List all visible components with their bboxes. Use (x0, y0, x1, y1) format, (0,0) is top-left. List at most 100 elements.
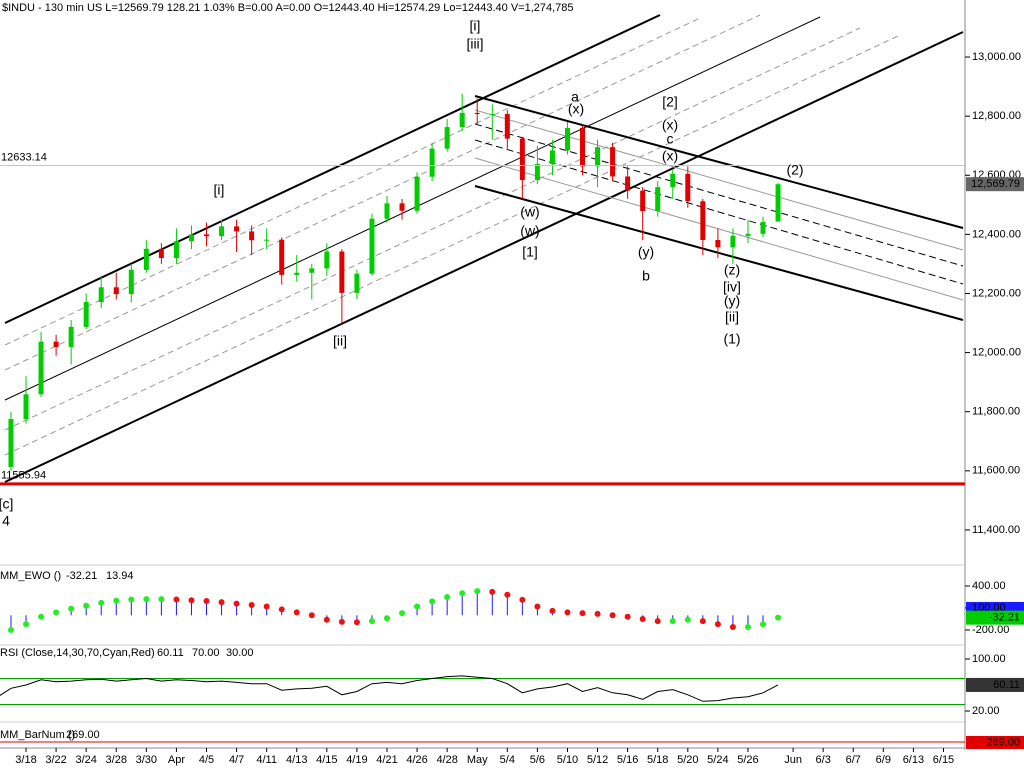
candle-body (655, 187, 661, 212)
y-tick-label: 12,400.00 (972, 228, 1021, 240)
x-tick-label: 4/19 (346, 754, 367, 766)
candle-body (249, 231, 255, 241)
ewo-dot (564, 609, 571, 616)
candle-body (519, 138, 525, 180)
ewo-dot (368, 618, 375, 625)
ewo-dot (98, 599, 105, 606)
wave-label: (x) (662, 148, 678, 164)
candle-body (549, 150, 555, 165)
panel-title: RSI (Close,14,30,70,Cyan,Red) (0, 647, 155, 659)
wave-label: [ii] (725, 309, 739, 325)
candle-body (444, 127, 450, 149)
x-tick-label: 3/18 (15, 754, 36, 766)
ewo-dot (7, 626, 14, 633)
x-tick-label: 5/20 (677, 754, 698, 766)
ewo-dot (729, 624, 736, 631)
wave-label: (2) (786, 162, 803, 178)
ewo-dot (579, 610, 586, 617)
candle-body (83, 302, 89, 327)
ewo-dot (278, 606, 285, 613)
ewo-dot (760, 621, 767, 628)
ewo-dot (383, 615, 390, 622)
y-tick-label: 400.00 (972, 580, 1006, 592)
candle-body (173, 241, 179, 259)
ewo-dot (218, 599, 225, 606)
ewo-dot (293, 609, 300, 616)
x-tick-label: 6/3 (816, 754, 831, 766)
x-tick-label: 5/16 (617, 754, 638, 766)
candle-body (760, 221, 766, 234)
ewo-dot (474, 588, 481, 595)
candle-body (128, 269, 134, 295)
ewo-dot (699, 618, 706, 625)
ewo-dot (248, 602, 255, 609)
ewo-dot (504, 591, 511, 598)
candles (8, 93, 781, 471)
reference-label: 12633.14 (1, 151, 47, 163)
ewo-dot (308, 612, 315, 619)
y-tick-label: 100.00 (972, 653, 1006, 665)
x-tick-label: 4/7 (229, 754, 244, 766)
candle-body (700, 201, 706, 240)
ewo-dot (353, 619, 360, 626)
ewo-dot (775, 614, 782, 621)
candle-body (38, 341, 44, 395)
ewo-dot (53, 609, 60, 616)
ewo-dot (519, 596, 526, 603)
x-tick-label: 6/13 (903, 754, 924, 766)
candle-body (294, 272, 300, 275)
last-value-box (966, 610, 1024, 625)
candle-body (534, 164, 540, 180)
candle-body (745, 233, 751, 236)
ewo-dot (459, 590, 466, 597)
readout-axis: 269.00 (986, 736, 1020, 748)
x-tick-label: 4/26 (406, 754, 427, 766)
x-tick-label: 4/5 (199, 754, 214, 766)
ewo-dot (639, 615, 646, 622)
wave-label: (x) (568, 101, 584, 117)
candle-body (504, 114, 510, 139)
candle-body (564, 127, 570, 151)
ewo-dot (323, 616, 330, 623)
ewo-dot (624, 613, 631, 620)
ewo-dot (203, 598, 210, 605)
x-tick-label: 4/21 (376, 754, 397, 766)
wave-label: (z) (724, 262, 740, 278)
trend-lines (4, 14, 964, 483)
candle-body (279, 239, 285, 275)
wave-label: (y) (638, 244, 654, 260)
wave-label: [ii] (333, 333, 347, 349)
reference-label: 11555.94 (1, 470, 46, 482)
candle-body (23, 394, 29, 420)
candle-body (610, 147, 616, 177)
last-price-box (966, 177, 1024, 192)
x-tick-label: Apr (168, 754, 185, 766)
candle-body (354, 273, 360, 293)
x-tick-label: 5/18 (647, 754, 668, 766)
chart-title: $INDU - 130 min US L=12569.79 128.21 1.0… (2, 2, 574, 14)
readout-box (966, 736, 1024, 749)
ewo-dot (263, 603, 270, 610)
panel-title: MM_EWO () (0, 570, 61, 582)
wave-label: (y) (724, 293, 740, 309)
candle-body (339, 251, 345, 293)
candle-body (399, 203, 405, 211)
candle-body (474, 112, 480, 115)
ewo-dot (338, 618, 345, 625)
candle-body (489, 114, 495, 116)
wave-label: [iii] (466, 36, 483, 52)
candle-body (685, 173, 691, 202)
ewo-dot (594, 610, 601, 617)
candle-body (580, 127, 586, 167)
ewo-dot (744, 624, 751, 631)
ewo-dot (609, 612, 616, 619)
ewo-dot (549, 607, 556, 614)
candle-body (459, 112, 465, 128)
wave-label: a (571, 89, 579, 105)
x-tick-label: 5/26 (737, 754, 758, 766)
ewo-dot (38, 613, 45, 620)
wave-label: (w) (520, 204, 539, 220)
readout: -32.21 (66, 570, 97, 582)
ewo-dot (429, 598, 436, 605)
